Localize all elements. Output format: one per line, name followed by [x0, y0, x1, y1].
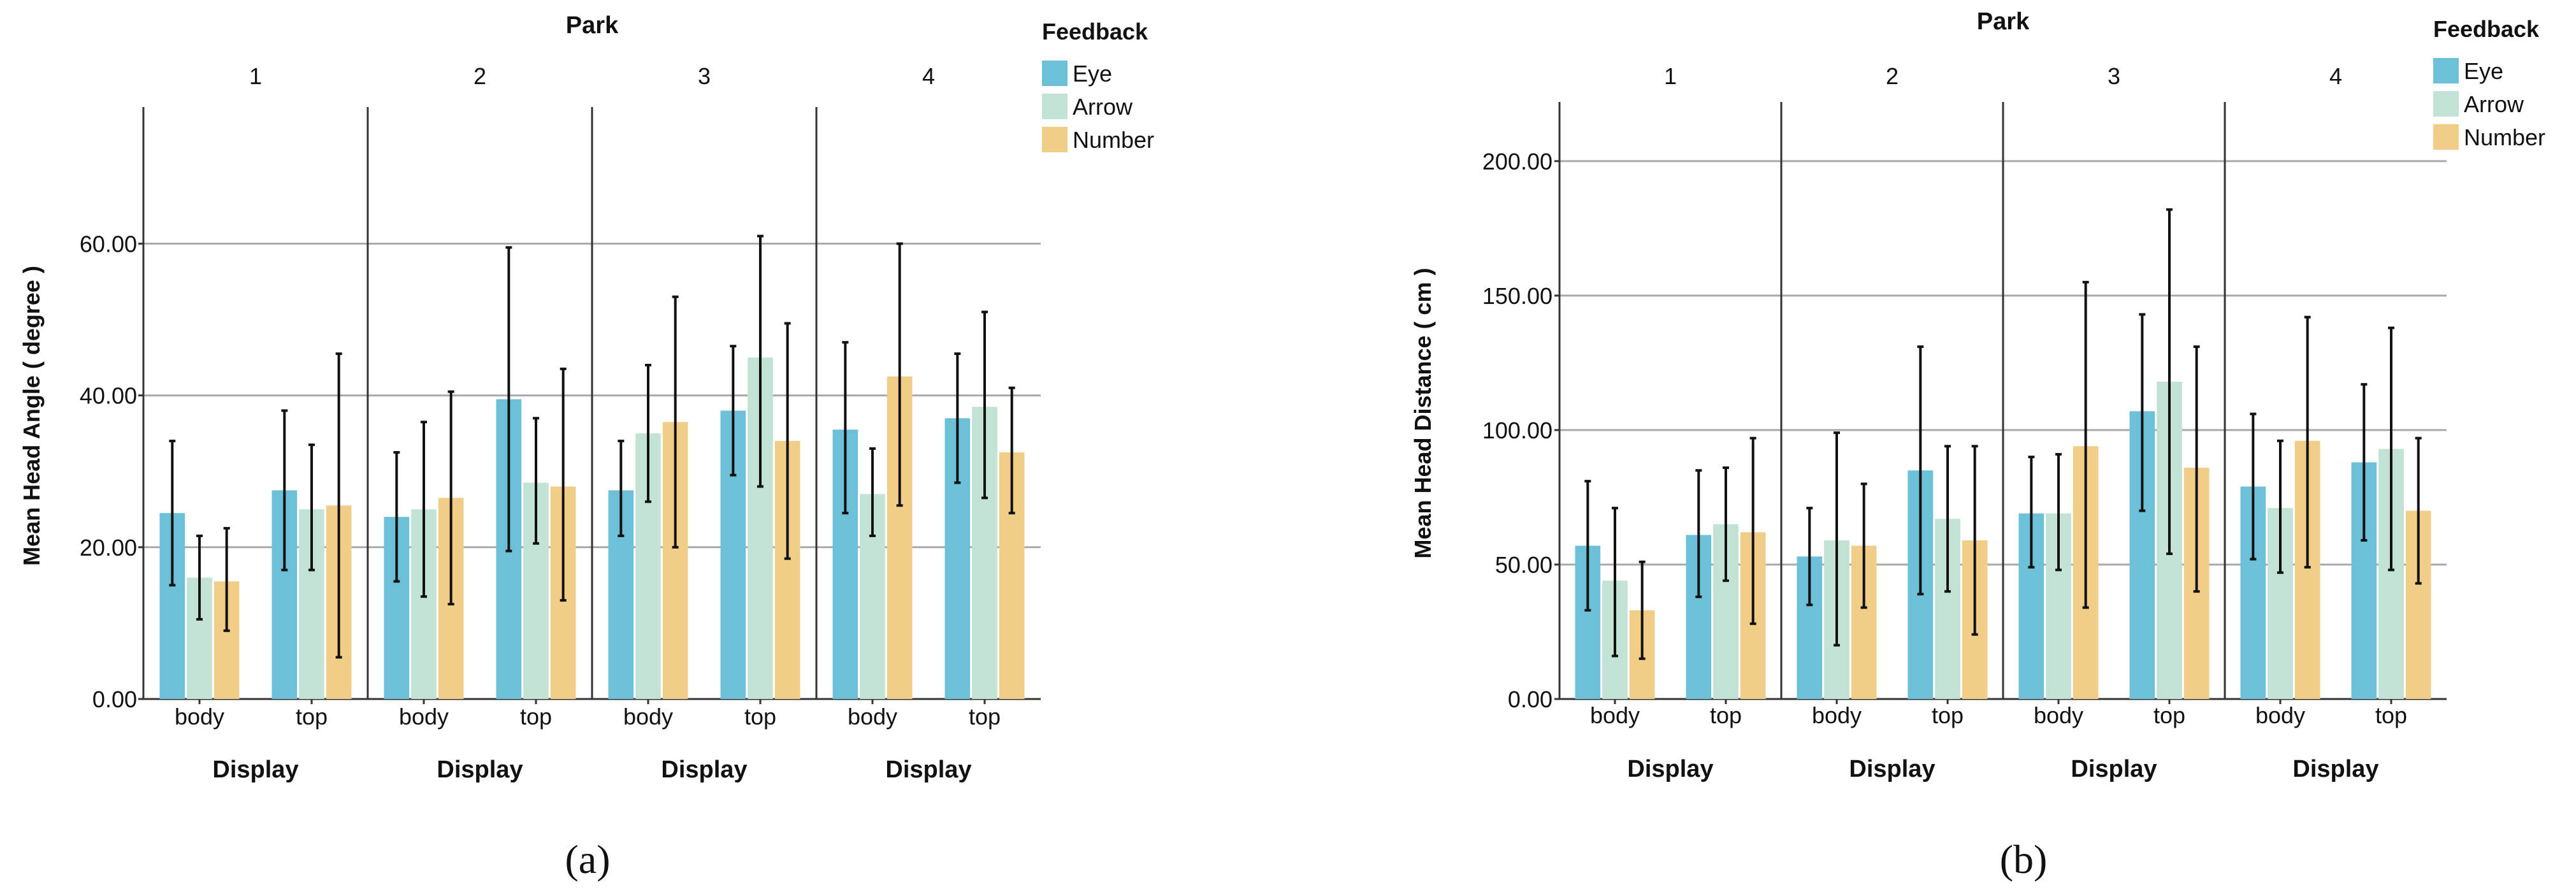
x-tick-label: body — [1812, 702, 1862, 728]
x-tick-label: body — [1590, 702, 1640, 728]
legend-title: Feedback — [1042, 18, 1148, 45]
legend-swatch — [2433, 124, 2459, 150]
x-tick-label: body — [175, 703, 224, 730]
x-axis-label: Display — [661, 756, 747, 783]
x-axis-label: Display — [1627, 756, 1713, 782]
facet-label: 4 — [2329, 63, 2342, 89]
y-tick-label: 60.00 — [80, 231, 137, 257]
y-tick-label: 200.00 — [1482, 148, 1552, 175]
legend-entry: Arrow — [2464, 91, 2524, 117]
facet-label: 2 — [474, 63, 486, 89]
legend-swatch — [2433, 91, 2459, 117]
y-tick-label: 0.00 — [92, 686, 137, 712]
legend-entry: Arrow — [1073, 94, 1133, 120]
x-tick-label: top — [969, 703, 1001, 730]
legend-entry: Eye — [1073, 61, 1112, 87]
x-tick-label: top — [1710, 702, 1742, 728]
y-tick-label: 150.00 — [1482, 283, 1552, 309]
legend-swatch — [2433, 58, 2459, 83]
y-tick-label: 50.00 — [1495, 552, 1552, 578]
legend-entry: Number — [1073, 127, 1154, 153]
x-tick-label: top — [2153, 702, 2185, 728]
facet-label: 2 — [1886, 63, 1899, 89]
x-tick-label: body — [848, 703, 897, 730]
chart-title: Park — [566, 12, 619, 39]
panel-label: (b) — [2000, 837, 2048, 882]
y-tick-label: 100.00 — [1482, 417, 1552, 443]
legend-swatch — [1042, 94, 1067, 119]
y-tick-label: 20.00 — [80, 535, 137, 561]
x-tick-label: top — [296, 703, 328, 730]
facet-label: 4 — [922, 63, 935, 89]
y-tick-label: 0.00 — [1508, 686, 1552, 712]
legend-entry: Eye — [2464, 58, 2503, 84]
x-axis-label: Display — [212, 756, 298, 783]
legend-title: Feedback — [2433, 16, 2540, 42]
y-tick-label: 40.00 — [80, 383, 137, 409]
x-tick-label: top — [1932, 702, 1964, 728]
facet-label: 1 — [1664, 63, 1677, 89]
facet-label: 3 — [698, 63, 711, 89]
facet-label: 3 — [2108, 63, 2120, 89]
chart-panel-1: Park 0.00 20.00 40.00 60.00 Mean Head Angle (… — [18, 12, 1154, 882]
x-axis-label: Display — [2071, 756, 2157, 782]
x-tick-label: body — [399, 703, 449, 730]
legend-entry: Number — [2464, 124, 2545, 150]
x-tick-label: top — [2375, 702, 2407, 728]
legend-swatch — [1042, 61, 1067, 86]
panel-label: (a) — [565, 837, 610, 882]
x-axis-label: Display — [1849, 756, 1935, 782]
x-axis-label: Display — [437, 756, 523, 783]
x-tick-label: body — [2255, 702, 2305, 728]
x-axis-label: Display — [885, 756, 971, 783]
y-axis-label: Mean Head Distance ( cm ) — [1410, 268, 1436, 558]
chart-panel-2: Park 0.00 50.00 100.00 150.00 200.00 Mean Head… — [1410, 8, 2545, 882]
legend-swatch — [1042, 127, 1067, 152]
y-axis-label: Mean Head Angle ( degree ) — [18, 266, 45, 566]
x-tick-label: top — [520, 703, 552, 730]
x-tick-label: body — [2034, 702, 2083, 728]
x-tick-label: body — [623, 703, 673, 730]
facet-label: 1 — [249, 63, 262, 89]
x-tick-label: top — [744, 703, 776, 730]
x-axis-label: Display — [2292, 756, 2378, 782]
chart-title: Park — [1977, 8, 2030, 35]
